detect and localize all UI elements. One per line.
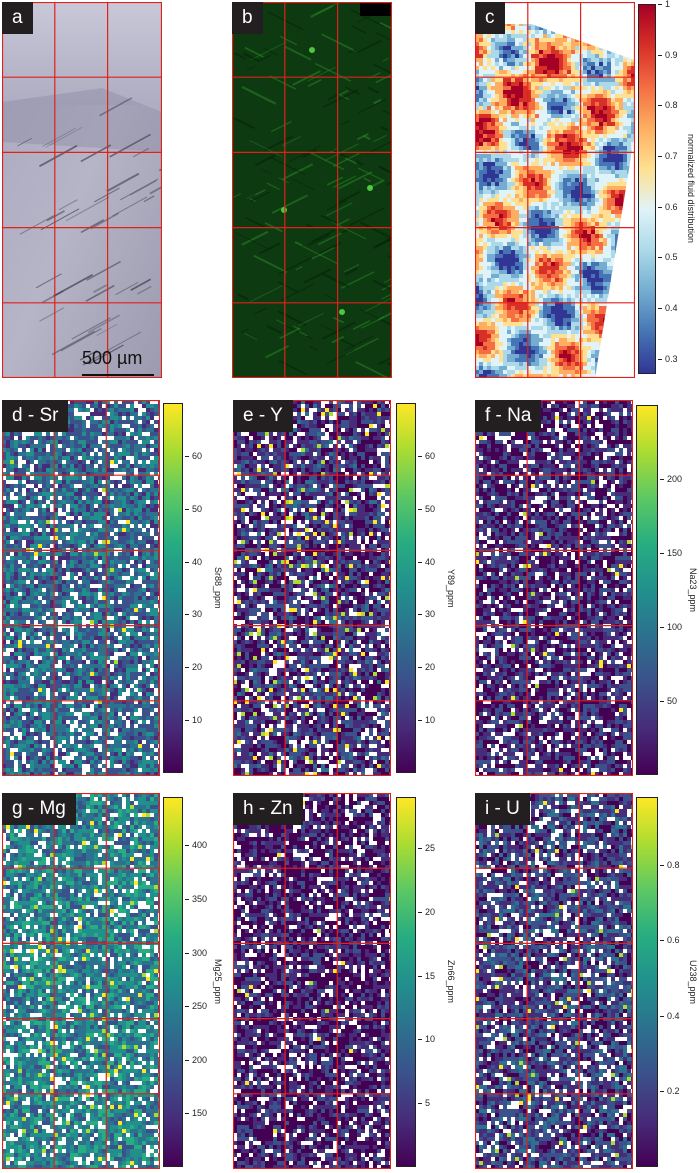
colorbar-f: 200 150 100 50 Na23_ppm xyxy=(636,405,698,775)
panel-label-f: f - Na xyxy=(475,400,542,432)
colorbar-g: 400 350 300 250 200 150 Mg25_ppm xyxy=(163,797,223,1167)
sr-map xyxy=(2,400,160,776)
panel-i-u-map: i - U xyxy=(475,793,633,1169)
colorbar-tick-label: 60 xyxy=(417,451,435,461)
colorbar-title: U238_ppm xyxy=(688,960,698,1004)
colorbar-tick-label: 0.4 xyxy=(660,1011,680,1021)
colorbar-tick-label: 250 xyxy=(184,1002,207,1011)
colorbar-h: 25 20 15 10 5 Zn66_ppm xyxy=(396,797,456,1167)
na-map xyxy=(475,400,633,776)
colorbar-gradient xyxy=(636,405,658,775)
colorbar-tick-label: 10 xyxy=(184,716,202,725)
panel-label-a: a xyxy=(2,2,33,34)
colorbar-gradient xyxy=(163,403,183,773)
panel-label-i: i - U xyxy=(475,793,530,825)
fluorescence-image xyxy=(232,2,392,378)
colorbar-tick-label: 400 xyxy=(184,841,207,850)
panel-h-zn-map: h - Zn xyxy=(233,793,391,1169)
colorbar-tick-label: 25 xyxy=(417,844,435,853)
y-map xyxy=(233,400,391,776)
colorbar-tick-label: 1 xyxy=(657,0,670,9)
scale-bar-label: 500 µm xyxy=(82,348,142,369)
colorbar-tick-label: 20 xyxy=(417,663,435,672)
u-map xyxy=(475,793,633,1169)
fluid-distribution-map xyxy=(475,2,635,378)
panel-d-sr-map: d - Sr xyxy=(2,400,160,776)
colorbar-d: 60 50 40 30 20 10 Sr88_ppm xyxy=(163,403,223,773)
colorbar-tick-label: 50 xyxy=(417,504,435,514)
colorbar-tick-label: 0.3 xyxy=(658,354,678,364)
scale-bar: 500 µm xyxy=(82,348,154,376)
grid-lines xyxy=(2,793,160,1169)
colorbar-tick-label: 60 xyxy=(184,451,202,461)
colorbar-e: 60 50 40 30 20 10 Y89_ppm xyxy=(396,403,456,773)
panel-g-mg-map: g - Mg xyxy=(2,793,160,1169)
colorbar-tick-label: 0.5 xyxy=(658,253,678,262)
colorbar-gradient xyxy=(638,4,656,374)
scale-bar-line xyxy=(82,374,154,376)
colorbar-c: 1 0.9 0.8 0.7 0.6 0.5 0.4 0.3 normalized fluid d… xyxy=(638,0,696,374)
grid-lines xyxy=(475,2,635,378)
colorbar-tick-label: 10 xyxy=(417,716,435,725)
panel-label-e: e - Y xyxy=(233,400,293,432)
colorbar-tick-label: 300 xyxy=(184,948,207,958)
panel-label-h: h - Zn xyxy=(233,793,303,825)
colorbar-tick-label: 20 xyxy=(184,663,202,672)
colorbar-tick-label: 10 xyxy=(417,1035,435,1044)
colorbar-gradient xyxy=(396,797,416,1167)
colorbar-tick-label: 200 xyxy=(659,475,682,484)
colorbar-tick-label: 0.9 xyxy=(658,50,678,60)
colorbar-tick-label: 0.4 xyxy=(658,304,678,313)
panel-c-fluid-distribution: c xyxy=(475,2,635,378)
colorbar-tick-label: 40 xyxy=(184,557,202,567)
grid-lines xyxy=(2,400,160,776)
panel-label-b: b xyxy=(232,2,263,34)
panel-e-y-map: e - Y xyxy=(233,400,391,776)
optical-image xyxy=(2,2,162,378)
colorbar-gradient xyxy=(636,797,658,1167)
panel-a-optical-micrograph: a 500 µm xyxy=(2,2,162,378)
grid-lines xyxy=(232,2,392,378)
colorbar-i: 0.8 0.6 0.4 0.2 U238_ppm xyxy=(636,797,698,1167)
panel-label-d: d - Sr xyxy=(2,400,69,432)
colorbar-tick-label: 40 xyxy=(417,557,435,567)
colorbar-tick-label: 0.8 xyxy=(660,860,680,870)
panel-label-c: c xyxy=(475,2,505,34)
colorbar-title: Mg25_ppm xyxy=(213,959,223,1004)
panel-f-na-map: f - Na xyxy=(475,400,633,776)
colorbar-tick-label: 0.2 xyxy=(660,1087,680,1096)
grid-lines xyxy=(2,2,162,378)
panel-b-fluorescence-image: b xyxy=(232,2,392,378)
colorbar-tick-label: 50 xyxy=(659,697,677,706)
colorbar-tick-label: 150 xyxy=(659,549,682,558)
colorbar-tick-label: 50 xyxy=(184,504,202,514)
grid-lines xyxy=(233,400,391,776)
colorbar-title: Y89_ppm xyxy=(446,569,456,608)
zn-map xyxy=(233,793,391,1169)
colorbar-gradient xyxy=(163,797,183,1167)
colorbar-title: Zn66_ppm xyxy=(446,960,456,1003)
colorbar-tick-label: 0.8 xyxy=(658,101,678,110)
colorbar-tick-label: 100 xyxy=(659,623,682,632)
colorbar-tick-label: 0.6 xyxy=(660,936,680,945)
grid-lines xyxy=(475,400,633,776)
colorbar-tick-label: 150 xyxy=(184,1109,207,1118)
mg-map xyxy=(2,793,160,1169)
colorbar-tick-label: 350 xyxy=(184,894,207,904)
colorbar-tick-label: 0.6 xyxy=(658,202,678,212)
panel-label-g: g - Mg xyxy=(2,793,76,825)
colorbar-title: Na23_ppm xyxy=(688,568,698,612)
colorbar-tick-label: 20 xyxy=(417,907,435,917)
colorbar-tick-label: 5 xyxy=(417,1099,430,1108)
colorbar-title: Sr88_ppm xyxy=(213,567,223,609)
colorbar-tick-label: 30 xyxy=(184,610,202,619)
colorbar-tick-label: 0.7 xyxy=(658,152,678,161)
colorbar-title: normalized fluid distribution xyxy=(686,134,696,243)
colorbar-tick-label: 15 xyxy=(417,971,435,981)
colorbar-tick-label: 200 xyxy=(184,1055,207,1065)
grid-lines xyxy=(233,793,391,1169)
grid-lines xyxy=(475,793,633,1169)
colorbar-gradient xyxy=(396,403,416,773)
colorbar-tick-label: 30 xyxy=(417,610,435,619)
